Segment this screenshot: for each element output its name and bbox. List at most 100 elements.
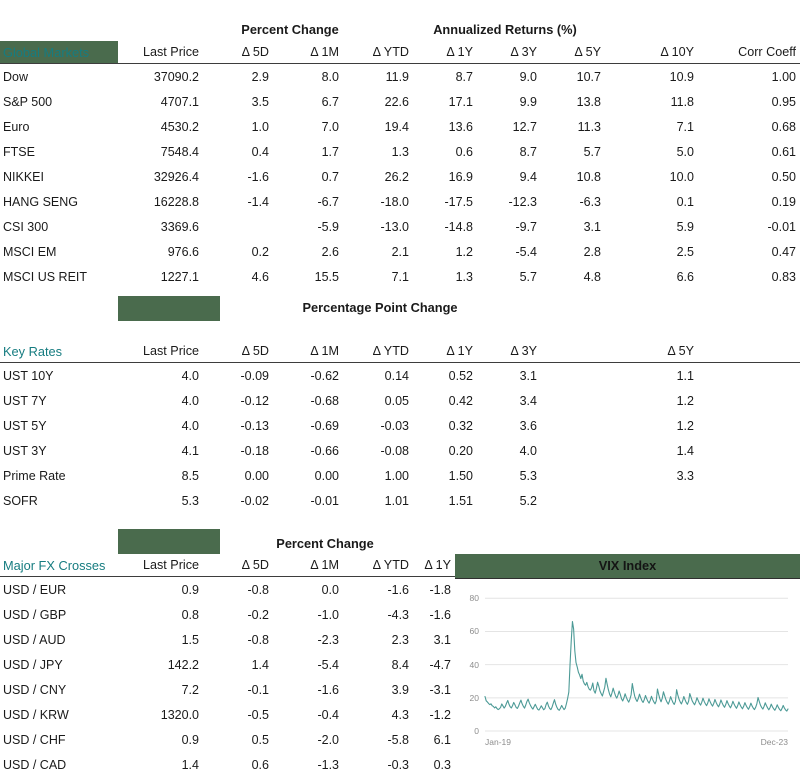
table-cell: 5.9 (676, 219, 694, 234)
y-axis-tick-label: 80 (469, 593, 479, 604)
section-divider-block-2 (118, 529, 220, 554)
table-cell: 0.20 (448, 443, 473, 458)
table-cell: 11.9 (385, 69, 409, 84)
table-cell: 11.3 (577, 119, 601, 134)
table-cell: 4.8 (583, 269, 601, 284)
table-cell: -0.18 (240, 443, 270, 458)
table-cell: -5.9 (317, 219, 339, 234)
table-cell: -1.4 (247, 194, 269, 209)
table-cell: 0.19 (771, 194, 796, 209)
table-cell: -6.7 (317, 194, 339, 209)
row-label: USD / JPY (3, 657, 63, 672)
table-cell: -1.0 (317, 607, 339, 622)
table-cell: -0.3 (387, 757, 409, 772)
table-cell: 19.4 (384, 119, 409, 134)
table-cell: 1.4 (181, 757, 199, 772)
table-cell: 10.0 (669, 169, 694, 184)
column-header-delta-1m: Δ 1M (273, 554, 343, 577)
spacer-cell (698, 363, 800, 389)
table-cell: 0.3 (433, 757, 451, 772)
column-header-delta-3y: Δ 3Y (477, 41, 541, 64)
global-markets-title: Global Markets (0, 41, 118, 64)
global-markets-group-caption-annualized-returns: Annualized Returns (%) (433, 22, 577, 37)
table-cell: 2.6 (321, 244, 339, 259)
table-cell: 2.1 (391, 244, 409, 259)
column-header-delta-1y: Δ 1Y (413, 41, 477, 64)
table-cell: 142.2 (167, 657, 199, 672)
table-row: UST 7Y4.0-0.12-0.680.050.423.41.233.2 (0, 388, 800, 413)
column-header-delta-3y: Δ 3Y (477, 340, 541, 363)
table-cell: -0.8 (247, 632, 269, 647)
table-cell: 976.6 (167, 244, 199, 259)
vix-chart-svg (484, 597, 789, 732)
table-cell: 7.1 (676, 119, 694, 134)
table-cell: 15.5 (314, 269, 339, 284)
column-header-delta-1m: Δ 1M (273, 340, 343, 363)
row-label: S&P 500 (3, 94, 53, 109)
fx-header-row: Major FX Crosses Last Price Δ 5D Δ 1M Δ … (0, 554, 455, 577)
table-cell: 0.0 (321, 582, 339, 597)
table-cell: 1.00 (771, 69, 796, 84)
table-row: USD / CNY 7.2 -0.1 -1.6 3.9 -3.1 (0, 677, 455, 702)
spacer-cell (698, 413, 800, 438)
table-row: USD / EUR 0.9 -0.8 0.0 -1.6 -1.8 (0, 577, 455, 603)
table-cell: 7.2 (181, 682, 199, 697)
table-cell: 0.7 (321, 169, 339, 184)
table-cell: 0.6 (251, 757, 269, 772)
row-label: HANG SENG (3, 194, 79, 209)
table-cell: 3.4 (519, 393, 537, 408)
table-cell: -1.8 (429, 582, 451, 597)
table-cell: 16228.8 (153, 194, 199, 209)
key-rates-group-caption-percentage-point-change: Percentage Point Change (302, 300, 458, 315)
table-cell: -9.7 (515, 219, 537, 234)
table-cell: 10.9 (669, 69, 694, 84)
table-cell: 1.3 (391, 144, 409, 159)
table-cell: 13.8 (576, 94, 601, 109)
table-row: USD / AUD 1.5 -0.8 -2.3 2.3 3.1 (0, 627, 455, 652)
table-cell: 7.0 (321, 119, 339, 134)
table-cell: -0.03 (380, 418, 410, 433)
key-rates-table: Key Rates Last Price Δ 5D Δ 1M Δ YTD Δ 1… (0, 340, 800, 513)
table-cell: 12.7 (512, 119, 537, 134)
table-cell: -4.3 (387, 607, 409, 622)
row-label: UST 3Y (3, 443, 47, 458)
table-cell: 3.5 (251, 94, 269, 109)
table-cell: 5.0 (676, 144, 694, 159)
table-cell: 4.0 (181, 418, 199, 433)
row-label: NIKKEI (3, 169, 44, 184)
table-cell: -0.08 (380, 443, 410, 458)
table-row: UST 3Y4.1-0.18-0.66-0.080.204.01.434.1 (0, 438, 800, 463)
column-header-last-price: Last Price (118, 41, 203, 64)
table-cell: 9.0 (519, 69, 537, 84)
table-cell: 5.7 (583, 144, 601, 159)
table-cell: -2.0 (317, 732, 339, 747)
table-cell: 7.1 (391, 269, 409, 284)
table-row: NIKKEI 32926.4 -1.6 0.7 26.2 16.9 9.4 10.8 10.0 0… (0, 164, 800, 189)
row-label: USD / EUR (3, 582, 67, 597)
table-cell: 5.3 (519, 468, 537, 483)
table-cell: -1.3 (317, 757, 339, 772)
table-cell: 22.6 (384, 94, 409, 109)
table-cell: -0.13 (240, 418, 270, 433)
global-markets-header-row: Global Markets Last Price Δ 5D Δ 1M Δ YT… (0, 41, 800, 64)
table-cell: 0.52 (448, 368, 473, 383)
table-cell: -6.3 (579, 194, 601, 209)
row-label: USD / KRW (3, 707, 69, 722)
table-cell: -5.4 (515, 244, 537, 259)
table-cell: 13.6 (448, 119, 473, 134)
table-cell: 0.6 (455, 144, 473, 159)
table-cell: -5.8 (387, 732, 409, 747)
row-label: UST 7Y (3, 393, 47, 408)
table-cell: -5.4 (317, 657, 339, 672)
table-cell: 3.1 (433, 632, 451, 647)
table-cell: -0.8 (247, 582, 269, 597)
table-cell: 1.5 (181, 632, 199, 647)
table-cell: 5.3 (181, 493, 199, 508)
column-header-delta-1y: Δ 1Y (413, 340, 477, 363)
table-cell: 1.3 (455, 269, 473, 284)
row-label: UST 10Y (3, 368, 54, 383)
global-markets-group-caption-percent-change: Percent Change (241, 22, 339, 37)
y-axis-tick-label: 60 (469, 626, 479, 637)
